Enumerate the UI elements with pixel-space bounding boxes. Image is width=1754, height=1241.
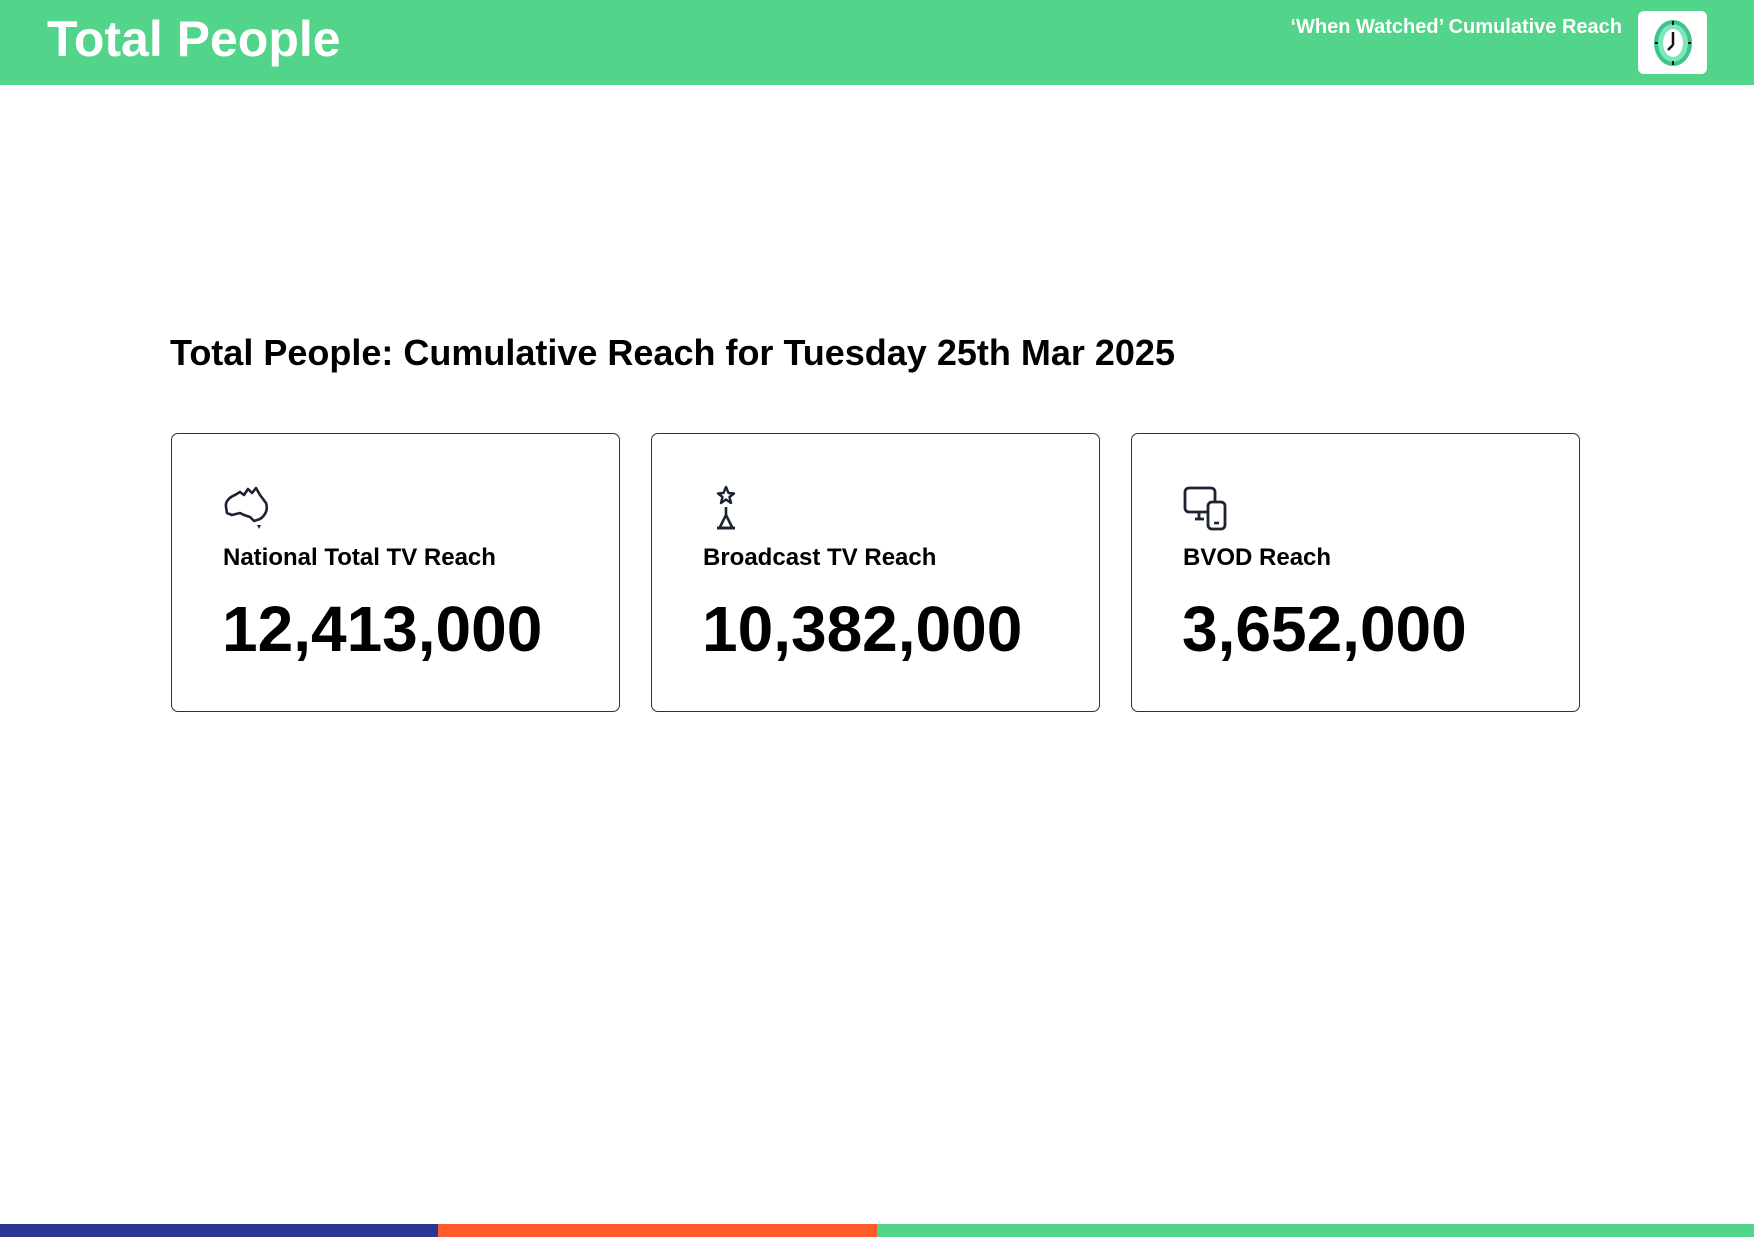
clock-logo (1638, 11, 1707, 74)
card-label: BVOD Reach (1183, 544, 1332, 571)
card-value: 3,652,000 (1182, 593, 1467, 665)
footer-stripe-blue (0, 1224, 438, 1237)
card-bvod-reach: BVOD Reach 3,652,000 (1131, 433, 1580, 712)
clock-icon (1653, 19, 1692, 66)
card-broadcast-tv-reach: Broadcast TV Reach 10,382,000 (651, 433, 1100, 712)
card-national-total-tv-reach: National Total TV Reach 12,413,000 (171, 433, 620, 712)
card-value: 12,413,000 (222, 593, 543, 665)
devices-icon (1183, 486, 1227, 531)
section-heading: Total People: Cumulative Reach for Tuesd… (170, 332, 1175, 373)
report-subtitle: ‘When Watched’ Cumulative Reach (1290, 16, 1622, 38)
australia-map-icon (224, 486, 269, 529)
broadcast-tower-icon (716, 485, 736, 530)
card-label: National Total TV Reach (223, 544, 496, 571)
footer-stripe-orange (438, 1224, 877, 1237)
card-value: 10,382,000 (702, 593, 1023, 665)
card-label: Broadcast TV Reach (703, 544, 937, 571)
header-bar: Total People ‘When Watched’ Cumulative R… (0, 0, 1754, 85)
page-title: Total People (47, 11, 341, 67)
footer-stripe-green (877, 1224, 1754, 1237)
